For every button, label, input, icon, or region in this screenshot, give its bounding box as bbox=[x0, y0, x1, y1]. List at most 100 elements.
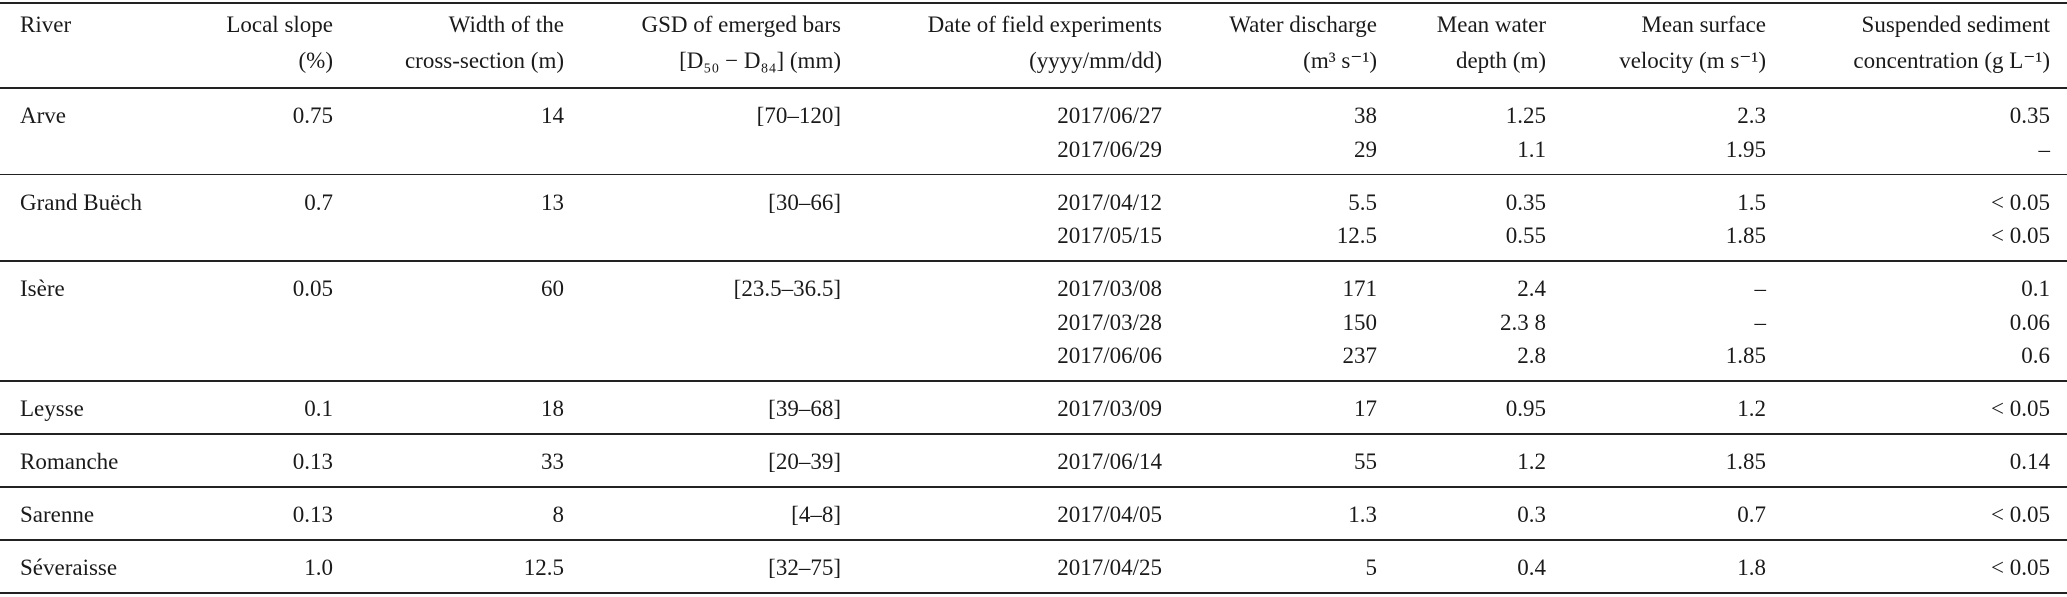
table-cell: 0.05 bbox=[292, 276, 333, 302]
row-rule bbox=[0, 433, 2067, 435]
column-header: Water discharge bbox=[1229, 12, 1377, 37]
river-name: Leysse bbox=[20, 396, 84, 422]
river-name: Séveraisse bbox=[20, 555, 118, 581]
table-cell: 12.5 bbox=[523, 555, 564, 581]
table-cell: 5 bbox=[1365, 555, 1378, 581]
table-cell: < 0.05 bbox=[1991, 555, 2050, 581]
table-cell: 150 bbox=[1342, 309, 1378, 335]
table-cell: 2017/06/27 bbox=[1057, 103, 1162, 128]
column-header: GSD of emerged bars bbox=[641, 12, 842, 37]
column-header: (yyyy/mm/dd) bbox=[1029, 48, 1162, 73]
table-cell: < 0.05 bbox=[1991, 223, 2050, 249]
table-cell: 2017/03/09 bbox=[1057, 396, 1162, 422]
table-cell: 13 bbox=[541, 189, 564, 215]
table-cell: 1.5 bbox=[1737, 189, 1766, 215]
table-cell: 0.06 bbox=[2009, 309, 2050, 335]
table-cell: [32–75] bbox=[768, 555, 841, 581]
table-cell: 1.8 bbox=[1737, 555, 1766, 581]
table-cell: 12.5 bbox=[1336, 223, 1377, 249]
table-cell: 0.1 bbox=[304, 396, 333, 422]
column-header: (%) bbox=[298, 48, 333, 73]
column-header: cross-section (m) bbox=[404, 48, 564, 73]
table-cell: 1.3 bbox=[1348, 502, 1377, 528]
column-header: concentration (g L⁻¹) bbox=[1853, 48, 2050, 73]
table-cell: [4–8] bbox=[791, 502, 841, 528]
table-cell: 237 bbox=[1342, 343, 1378, 369]
table-cell: 171 bbox=[1342, 276, 1378, 302]
table-cell: 2017/06/29 bbox=[1057, 136, 1162, 162]
table-cell: 60 bbox=[541, 276, 564, 302]
table-cell: 0.95 bbox=[1505, 396, 1546, 422]
row-rule bbox=[0, 380, 2067, 382]
river-name: Grand Buëch bbox=[20, 189, 142, 215]
column-header: Suspended sediment bbox=[1861, 12, 2050, 37]
header-rule bbox=[0, 87, 2067, 89]
table-cell: 1.25 bbox=[1505, 103, 1546, 128]
column-header: Local slope bbox=[226, 12, 333, 37]
table-cell: 2.3 8 bbox=[1500, 309, 1546, 335]
table-cell: 0.7 bbox=[304, 189, 333, 215]
table-cell: 0.7 bbox=[1737, 502, 1766, 528]
table-cell: 2017/04/05 bbox=[1057, 502, 1162, 528]
table-cell: 0.6 bbox=[2021, 343, 2050, 369]
table-cell: – bbox=[2038, 136, 2051, 162]
top-rule bbox=[0, 2, 2067, 4]
column-header: Width of the bbox=[448, 12, 564, 37]
table-cell: 1.85 bbox=[1725, 449, 1766, 475]
table-cell: 0.35 bbox=[1505, 189, 1546, 215]
column-header: (m³ s⁻¹) bbox=[1303, 48, 1377, 73]
table-cell: 2017/04/12 bbox=[1057, 189, 1162, 215]
row-rule bbox=[0, 260, 2067, 262]
table-cell: 1.95 bbox=[1725, 136, 1766, 162]
bottom-rule bbox=[0, 592, 2067, 594]
table-cell: < 0.05 bbox=[1991, 502, 2050, 528]
column-header: depth (m) bbox=[1455, 48, 1546, 73]
table-cell: 0.1 bbox=[2021, 276, 2050, 302]
table-cell: 1.85 bbox=[1725, 223, 1766, 249]
table-cell: 2017/03/08 bbox=[1057, 276, 1162, 302]
table-cell: 5.5 bbox=[1348, 189, 1377, 215]
table-cell: 18 bbox=[541, 396, 564, 422]
table-cell: 1.2 bbox=[1737, 396, 1766, 422]
table-cell: 1.85 bbox=[1725, 343, 1766, 369]
table-cell: 33 bbox=[541, 449, 564, 475]
table-cell: < 0.05 bbox=[1991, 189, 2050, 215]
column-header: River bbox=[20, 12, 72, 37]
table-cell: 0.13 bbox=[292, 502, 333, 528]
column-header: Mean water bbox=[1436, 12, 1546, 37]
table-cell: 2017/04/25 bbox=[1057, 555, 1162, 581]
table-cell: 2017/06/06 bbox=[1057, 343, 1162, 369]
table-cell: 14 bbox=[541, 103, 564, 128]
table-cell: 0.55 bbox=[1505, 223, 1546, 249]
column-header: Date of field experiments bbox=[927, 12, 1162, 37]
river-name: Romanche bbox=[20, 449, 119, 475]
table-cell: 1.2 bbox=[1517, 449, 1546, 475]
table-cell: [30–66] bbox=[768, 189, 841, 215]
row-rule bbox=[0, 486, 2067, 488]
table-cell: 38 bbox=[1354, 103, 1377, 128]
table-cell: [70–120] bbox=[756, 103, 841, 128]
column-header: velocity (m s⁻¹) bbox=[1619, 48, 1766, 73]
column-header: Mean surface bbox=[1641, 12, 1766, 37]
river-name: Arve bbox=[20, 103, 66, 128]
table-cell: 2.4 bbox=[1517, 276, 1546, 302]
table-cell: 0.4 bbox=[1517, 555, 1546, 581]
table-cell: 8 bbox=[552, 502, 565, 528]
table-cell: 2.3 bbox=[1737, 103, 1766, 128]
table-cell: 1.1 bbox=[1517, 136, 1546, 162]
table-cell: 0.3 bbox=[1517, 502, 1546, 528]
row-rule bbox=[0, 173, 2067, 176]
table-cell: 29 bbox=[1354, 136, 1377, 162]
table-cell: 2017/06/14 bbox=[1057, 449, 1162, 475]
river-name: Sarenne bbox=[20, 502, 95, 528]
table-cell: – bbox=[1754, 276, 1767, 302]
table-cell: 2017/05/15 bbox=[1057, 223, 1162, 249]
table-cell: [39–68] bbox=[768, 396, 841, 422]
table-cell: [23.5–36.5] bbox=[733, 276, 841, 302]
table-cell: – bbox=[1754, 309, 1767, 335]
table-cell: 0.14 bbox=[2009, 449, 2050, 475]
row-rule bbox=[0, 539, 2067, 541]
table-cell: 0.13 bbox=[292, 449, 333, 475]
table-cell: 1.0 bbox=[304, 555, 333, 581]
